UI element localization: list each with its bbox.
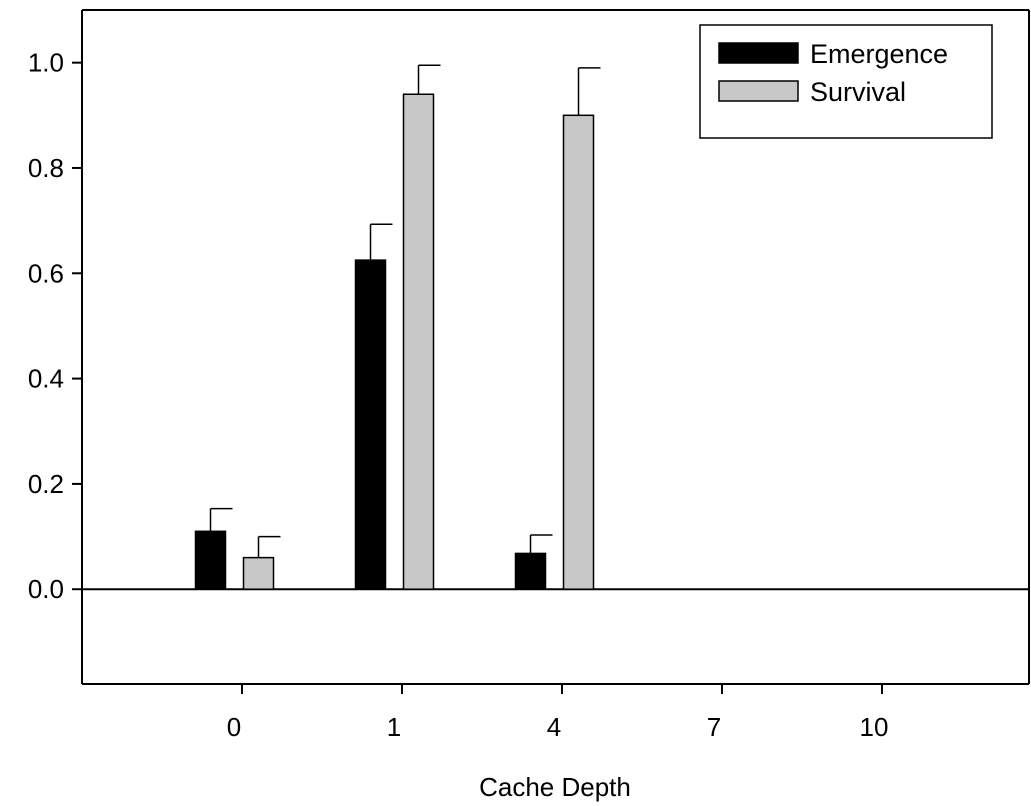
y-tick-label: 1.0 [28,48,64,78]
plot-frame [81,9,1030,685]
y-tick-label: 0.4 [28,364,64,394]
y-tick-label: 0.8 [28,153,64,183]
y-tick-label: 0.2 [28,469,64,499]
bar-survival [242,556,275,590]
x-axis: 0 1 4 7 10 [227,684,889,742]
legend-label-emergence: Emergence [810,39,948,69]
bar-emergence [354,259,387,590]
y-tick-label: 0.6 [28,258,64,288]
x-axis-title: Cache Depth [479,772,631,802]
x-tick-label: 0 [227,712,241,742]
legend-swatch-emergence [718,42,799,64]
y-axis: 0.0 0.2 0.4 0.6 0.8 1.0 [28,48,82,604]
y-tick-label: 0.0 [28,574,64,604]
bar-survival [402,93,435,590]
x-tick-label: 1 [387,712,401,742]
bar-survival [562,114,595,590]
legend-swatch-survival [718,80,799,102]
x-tick-label: 7 [707,712,721,742]
bar-emergence [194,530,227,590]
bar-emergence [514,552,547,590]
legend-label-survival: Survival [810,77,906,107]
bars [194,64,601,590]
x-tick-label: 10 [860,712,889,742]
legend: Emergence Survival [699,24,993,139]
x-tick-label: 4 [547,712,561,742]
